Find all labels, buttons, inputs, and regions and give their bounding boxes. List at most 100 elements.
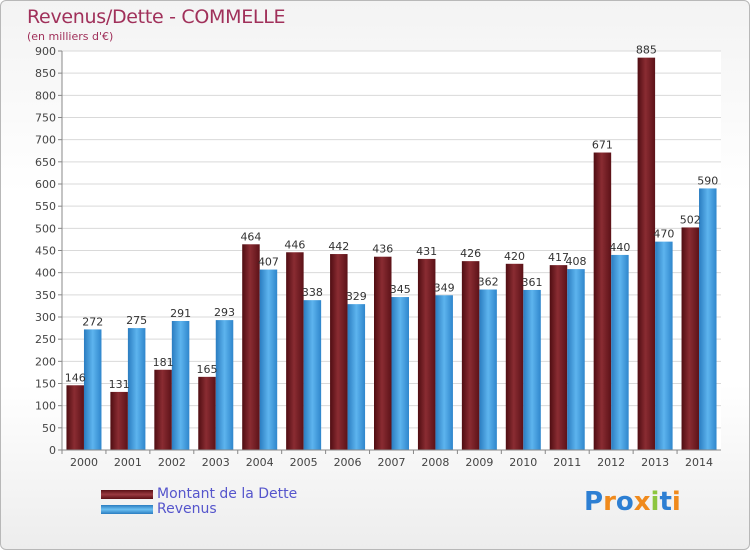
data-label-debt: 442 — [328, 240, 349, 253]
data-label-revenue: 275 — [126, 314, 147, 327]
legend-label-revenue: Revenus — [157, 501, 217, 517]
logo-letter: r — [603, 487, 616, 517]
y-tick-label: 100 — [35, 400, 56, 413]
y-tick-label: 250 — [35, 333, 56, 346]
y-tick-label: 850 — [35, 67, 56, 80]
logo-letter: o — [615, 487, 634, 517]
x-tick-label: 2004 — [246, 456, 274, 469]
x-tick-label: 2010 — [509, 456, 537, 469]
y-tick-label: 750 — [35, 112, 56, 125]
data-label-revenue: 361 — [522, 276, 543, 289]
data-label-revenue: 362 — [478, 276, 499, 289]
bar-revenue — [435, 295, 453, 450]
y-tick-label: 500 — [35, 222, 56, 235]
bar-revenue — [655, 241, 673, 450]
bar-debt — [330, 254, 348, 450]
legend-swatch-debt — [101, 490, 153, 499]
bar-revenue — [567, 269, 585, 450]
x-tick-label: 2003 — [202, 456, 230, 469]
data-label-debt: 426 — [460, 247, 481, 260]
bar-revenue — [523, 289, 541, 450]
chart-subtitle: (en milliers d'€) — [27, 30, 114, 43]
y-tick-label: 400 — [35, 267, 56, 280]
logo-letter: P — [584, 487, 604, 517]
bar-revenue — [391, 297, 409, 450]
data-label-debt: 165 — [197, 363, 218, 376]
x-tick-label: 2000 — [70, 456, 98, 469]
logo-letter: i — [671, 487, 681, 517]
data-label-revenue: 407 — [258, 256, 279, 269]
bar-debt — [549, 265, 568, 450]
y-tick-label: 0 — [49, 444, 56, 457]
data-label-revenue: 440 — [609, 241, 630, 254]
y-tick-label: 800 — [35, 89, 56, 102]
y-tick-label: 450 — [35, 245, 56, 258]
bar-revenue — [303, 300, 322, 450]
bar-revenue — [611, 254, 629, 450]
x-tick-label: 2006 — [334, 456, 362, 469]
data-label-debt: 420 — [504, 250, 525, 263]
bar-revenue — [699, 188, 717, 450]
x-tick-label: 2009 — [465, 456, 493, 469]
x-tick-label: 2011 — [553, 456, 581, 469]
x-tick-label: 2007 — [378, 456, 406, 469]
data-label-debt: 502 — [680, 213, 701, 226]
data-label-revenue: 272 — [82, 315, 103, 328]
bar-debt — [198, 376, 216, 450]
logo-letter: x — [633, 487, 651, 517]
data-label-debt: 431 — [416, 245, 437, 258]
x-tick-label: 2002 — [158, 456, 186, 469]
data-label-revenue: 345 — [390, 283, 411, 296]
data-label-debt: 131 — [109, 378, 130, 391]
bar-debt — [593, 152, 612, 451]
y-tick-label: 300 — [35, 311, 56, 324]
bar-debt — [461, 261, 480, 450]
data-label-debt: 146 — [65, 371, 86, 384]
data-label-revenue: 293 — [214, 306, 235, 319]
x-tick-label: 2001 — [114, 456, 142, 469]
data-label-revenue: 408 — [565, 255, 586, 268]
data-label-debt: 464 — [240, 230, 261, 243]
bar-revenue — [479, 289, 497, 450]
x-tick-label: 2008 — [421, 456, 449, 469]
x-tick-label: 2005 — [290, 456, 318, 469]
data-label-debt: 446 — [284, 238, 305, 251]
bar-revenue — [171, 320, 190, 450]
x-tick-label: 2014 — [685, 456, 713, 469]
data-label-debt: 671 — [592, 139, 613, 152]
data-label-revenue: 470 — [653, 228, 674, 241]
bar-debt — [637, 57, 656, 451]
bar-debt — [110, 391, 128, 450]
y-tick-label: 550 — [35, 200, 56, 213]
data-label-revenue: 338 — [302, 286, 323, 299]
bar-debt — [286, 252, 304, 450]
bar-debt — [505, 263, 524, 450]
data-label-debt: 436 — [372, 243, 393, 256]
y-tick-label: 600 — [35, 178, 56, 191]
bar-debt — [374, 256, 392, 450]
y-tick-label: 150 — [35, 378, 56, 391]
bar-revenue — [215, 320, 234, 450]
bar-revenue — [259, 269, 278, 450]
y-tick-label: 900 — [35, 45, 56, 58]
data-label-revenue: 590 — [697, 174, 718, 187]
x-tick-label: 2012 — [597, 456, 625, 469]
x-tick-label: 2013 — [641, 456, 669, 469]
y-tick-label: 650 — [35, 156, 56, 169]
bar-revenue — [347, 304, 366, 450]
bar-revenue — [127, 328, 146, 450]
bar-debt — [154, 369, 172, 450]
data-label-debt: 885 — [636, 44, 657, 57]
y-tick-label: 350 — [35, 289, 56, 302]
data-label-debt: 181 — [153, 356, 174, 369]
logo-letter: t — [659, 487, 672, 517]
bar-debt — [681, 227, 700, 450]
y-tick-label: 700 — [35, 134, 56, 147]
legend-swatch-revenue — [101, 505, 153, 514]
data-label-revenue: 349 — [434, 281, 455, 294]
data-label-revenue: 329 — [346, 290, 367, 303]
y-tick-label: 200 — [35, 355, 56, 368]
chart-title: Revenus/Dette - COMMELLE — [27, 6, 286, 28]
